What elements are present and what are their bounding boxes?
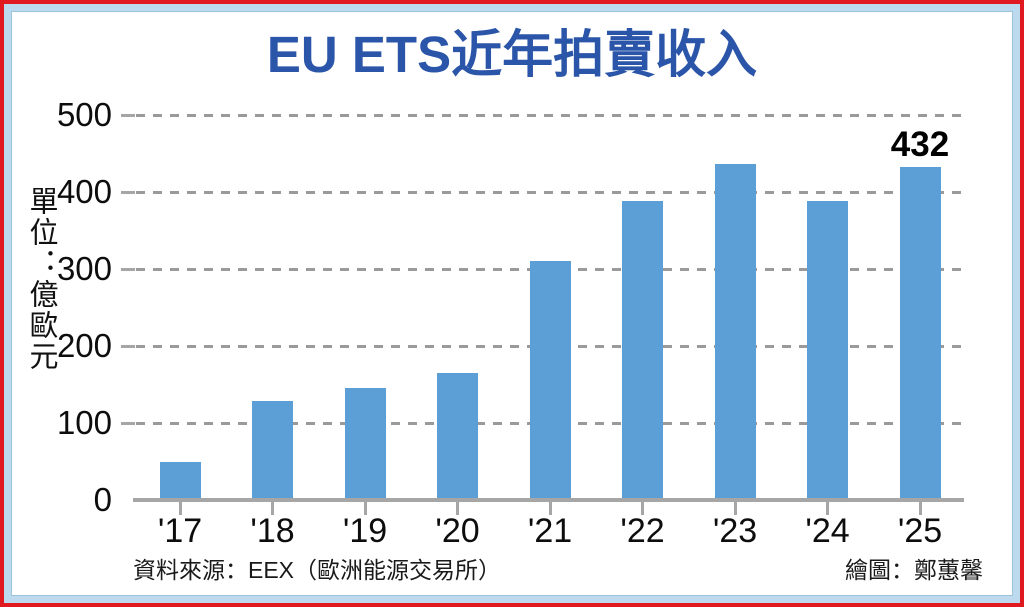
x-tick-label: '19 [342, 512, 388, 550]
bar [622, 201, 663, 500]
x-tick-label: '22 [620, 512, 665, 550]
x-tick-label: '20 [435, 512, 480, 550]
x-tick-label: '24 [805, 512, 850, 550]
x-tick-mark [826, 502, 829, 515]
x-tick-mark [456, 502, 459, 515]
y-tick-label: 100 [56, 404, 112, 441]
x-tick-mark [363, 502, 367, 515]
bar [807, 201, 848, 500]
x-tick-mark [641, 502, 644, 515]
y-tick-mark [121, 268, 135, 271]
chart-title: EU ETS近年拍賣收入 [266, 26, 758, 83]
y-tick-label: 500 [56, 96, 112, 133]
y-tick-label: 0 [93, 481, 112, 518]
x-tick-label: '17 [157, 512, 203, 550]
y-tick-mark [121, 422, 135, 425]
x-tick-label: '21 [527, 512, 573, 550]
credit-note: 繪圖：鄭蕙馨 [845, 557, 983, 583]
bar-value-label: 432 [890, 125, 950, 165]
y-tick-label: 300 [56, 250, 112, 287]
y-tick-mark [121, 191, 135, 194]
x-tick-mark [918, 502, 922, 515]
x-axis-line [133, 498, 964, 502]
gridline [136, 191, 963, 194]
x-tick-label: '25 [897, 512, 943, 550]
gridline [136, 114, 963, 117]
bar [899, 167, 941, 500]
x-tick-label: '23 [712, 512, 758, 550]
bar [437, 372, 478, 500]
source-note: 資料來源：EEX（歐洲能源交易所） [133, 557, 502, 583]
x-tick-mark [548, 502, 552, 515]
bar [159, 461, 201, 500]
y-axis-unit-label: 單位：億歐元 [25, 186, 57, 372]
y-tick-mark [121, 114, 135, 117]
inner-frame-line [11, 11, 1013, 596]
y-tick-mark [121, 345, 135, 348]
x-tick-mark [271, 502, 274, 515]
bar [252, 401, 293, 500]
y-tick-label: 400 [56, 173, 112, 210]
bar [529, 261, 571, 500]
y-tick-label: 200 [56, 327, 112, 364]
bar [344, 387, 386, 500]
x-tick-mark [178, 502, 182, 515]
bar [714, 164, 756, 500]
x-tick-label: '18 [250, 512, 295, 550]
x-tick-mark [733, 502, 737, 515]
